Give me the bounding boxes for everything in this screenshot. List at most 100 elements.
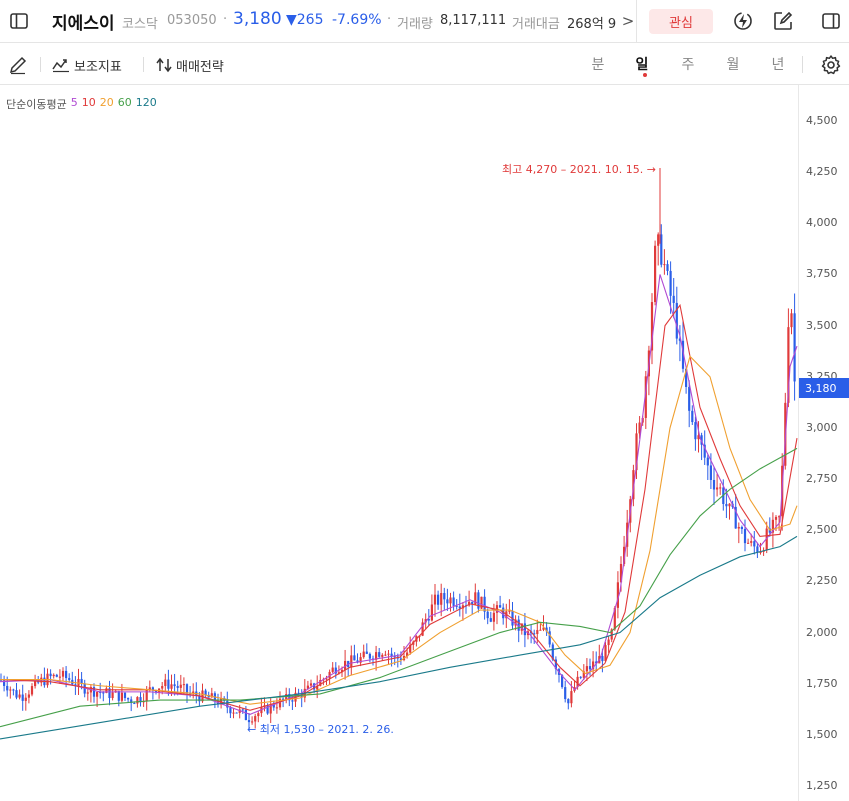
candle-body xyxy=(588,666,592,670)
price-change-percent: -7.69% xyxy=(332,12,382,28)
candle-body xyxy=(241,709,244,711)
candle-body xyxy=(477,592,480,609)
price-axis-divider xyxy=(798,85,799,801)
candle-body xyxy=(325,678,328,680)
candle-body xyxy=(706,457,709,466)
candle-body xyxy=(446,599,449,604)
candle-body xyxy=(750,541,753,543)
candle-body xyxy=(737,526,740,529)
period-day-tab[interactable]: 일 xyxy=(635,57,649,73)
candle-body xyxy=(747,542,750,544)
candle-body xyxy=(27,694,30,698)
period-week-tab[interactable]: 주 xyxy=(681,57,695,73)
candle-body xyxy=(6,685,9,691)
indicator-button[interactable]: 보조지표 xyxy=(52,54,122,76)
candle-body xyxy=(753,541,756,547)
gear-icon[interactable] xyxy=(819,53,843,77)
active-period-indicator xyxy=(643,73,647,77)
candle-body xyxy=(102,692,105,694)
candle-body xyxy=(86,692,89,694)
period-month-tab[interactable]: 월 xyxy=(726,57,740,73)
candle-body xyxy=(387,653,390,655)
divider xyxy=(636,0,637,43)
candle-body xyxy=(576,676,579,688)
chart-toolbar: 보조지표 매매전략 분 일 주 월 년 xyxy=(0,44,849,85)
candle-body xyxy=(34,679,37,687)
candle-body xyxy=(539,629,542,631)
candle-body xyxy=(52,674,55,677)
candle-body xyxy=(204,690,207,695)
candle-body xyxy=(96,692,99,697)
candle-body xyxy=(793,313,796,382)
ma-10-label: 10 xyxy=(81,96,96,109)
candle-body xyxy=(390,653,393,657)
candle-body xyxy=(561,674,564,688)
candle-body xyxy=(601,656,604,662)
expand-info-button[interactable]: > xyxy=(621,12,635,30)
candle-body xyxy=(790,313,793,328)
candle-body xyxy=(654,245,657,303)
candle-body xyxy=(486,611,489,619)
strategy-icon xyxy=(156,57,172,73)
candle-body xyxy=(567,699,570,704)
candle-body xyxy=(15,690,18,698)
price-chart[interactable] xyxy=(0,85,849,801)
candle-body xyxy=(623,546,626,564)
candle-body xyxy=(678,338,681,341)
stock-header: 지에스이 코스닥 053050 · 3,180 ▼265 -7.69% · 거래… xyxy=(0,0,849,43)
candle-body xyxy=(229,707,232,714)
pen-icon[interactable] xyxy=(7,54,29,76)
ma-5-line xyxy=(0,274,798,715)
candle-body xyxy=(288,694,291,701)
candle-body xyxy=(542,627,545,630)
stock-name[interactable]: 지에스이 xyxy=(52,14,115,34)
candle-body xyxy=(508,610,511,612)
price-tick-label: 4,500 xyxy=(806,114,838,127)
candle-body xyxy=(638,422,641,434)
indicator-icon xyxy=(52,57,70,73)
candle-body xyxy=(771,519,774,533)
candle-body xyxy=(650,302,654,351)
candle-body xyxy=(672,295,675,303)
candle-body xyxy=(499,605,502,608)
candle-body xyxy=(604,645,607,662)
candle-body xyxy=(399,658,402,661)
candle-body xyxy=(437,594,440,605)
price-tick-label: 4,250 xyxy=(806,165,838,179)
candle-body xyxy=(120,692,123,701)
candle-body xyxy=(161,686,164,689)
candle-body xyxy=(77,678,80,686)
candle-body xyxy=(443,593,446,600)
side-panel-icon[interactable] xyxy=(820,10,842,32)
strategy-button[interactable]: 매매전략 xyxy=(156,54,224,76)
ma-20-line xyxy=(0,355,798,705)
candle-body xyxy=(483,596,486,612)
flash-icon[interactable] xyxy=(731,9,755,33)
candle-body xyxy=(198,695,201,702)
candle-body xyxy=(461,605,464,609)
candle-body xyxy=(21,694,24,701)
candle-body xyxy=(154,690,158,693)
candle-body xyxy=(449,597,452,604)
interest-button[interactable]: 관심 xyxy=(649,9,713,34)
candle-body xyxy=(30,686,34,695)
candle-body xyxy=(145,689,148,702)
candle-body xyxy=(278,698,282,708)
candle-body xyxy=(167,679,170,689)
ma-legend: 단순이동평균 5 10 20 60 120 xyxy=(6,96,157,112)
candle-body xyxy=(765,528,768,551)
candle-body xyxy=(334,667,337,674)
candle-body xyxy=(306,685,309,689)
candle-body xyxy=(393,656,396,658)
period-minute-tab[interactable]: 분 xyxy=(591,57,605,73)
stock-code: 053050 xyxy=(167,13,217,28)
candle-body xyxy=(409,644,412,653)
period-year-tab[interactable]: 년 xyxy=(771,57,785,73)
trade-amount-label: 거래대금 xyxy=(512,17,560,32)
strategy-label: 매매전략 xyxy=(176,59,224,75)
sidebar-toggle-icon[interactable] xyxy=(8,10,30,32)
candle-body xyxy=(756,546,759,553)
candle-body xyxy=(220,697,223,705)
edit-icon[interactable] xyxy=(771,9,795,33)
candle-body xyxy=(709,465,712,480)
